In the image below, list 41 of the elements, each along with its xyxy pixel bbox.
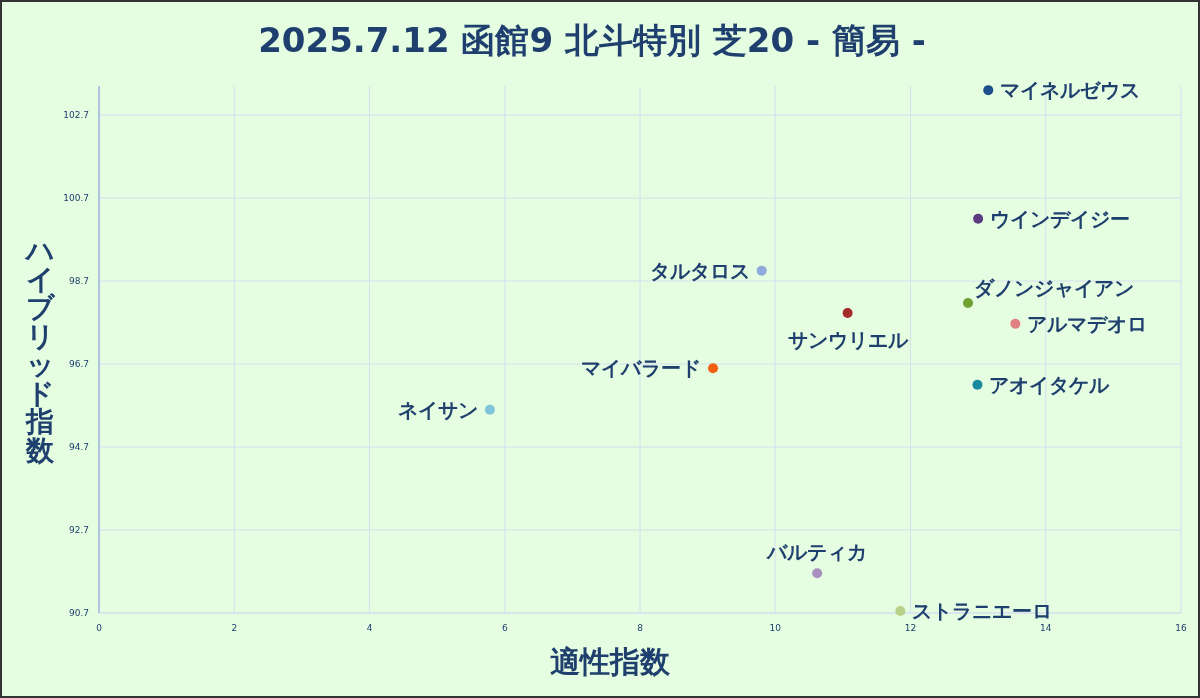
y-tick-label: 94.7 bbox=[68, 442, 89, 453]
series-label: アオイタケル bbox=[989, 372, 1111, 397]
x-tick-label: 0 bbox=[96, 623, 103, 633]
series-label: マイネルゼウス bbox=[1000, 78, 1141, 103]
series-label: サンウリエル bbox=[787, 327, 909, 352]
chart-title: 2025.7.12 函館9 北斗特別 芝20 - 簡易 - bbox=[258, 20, 926, 60]
series-label: ウインデイジー bbox=[990, 206, 1131, 231]
x-tick-label: 14 bbox=[1040, 623, 1052, 633]
x-tick-label: 4 bbox=[366, 623, 373, 633]
point bbox=[708, 363, 719, 374]
point bbox=[962, 298, 973, 309]
y-tick-label: 96.7 bbox=[68, 359, 89, 370]
series-label: ストラニエーロ bbox=[912, 598, 1053, 623]
series-label: バルティカ bbox=[766, 540, 868, 565]
point bbox=[972, 379, 983, 390]
y-tick-label: 92.7 bbox=[68, 525, 89, 536]
x-tick-label: 12 bbox=[904, 623, 917, 633]
series-label: マイバラード bbox=[581, 356, 702, 381]
point bbox=[756, 265, 767, 276]
point bbox=[842, 307, 853, 318]
x-axis-title: 適性指数 bbox=[550, 644, 671, 679]
x-tick-label: 8 bbox=[637, 623, 644, 633]
y-tick-label: 102.7 bbox=[63, 110, 89, 121]
y-axis-title: ハイブリッド指数 bbox=[23, 234, 56, 467]
point bbox=[1010, 318, 1021, 329]
point bbox=[973, 213, 984, 224]
x-tick-label: 16 bbox=[1175, 623, 1187, 633]
point bbox=[812, 568, 823, 579]
x-tick-label: 6 bbox=[501, 623, 508, 633]
series-label: ネイサン bbox=[397, 397, 478, 422]
point bbox=[484, 404, 495, 415]
x-tick-label: 2 bbox=[231, 623, 238, 633]
y-tick-label: 90.7 bbox=[68, 608, 89, 618]
series-label: アルマデオロ bbox=[1027, 311, 1148, 336]
x-tick-label: 10 bbox=[769, 623, 782, 633]
point bbox=[895, 605, 906, 616]
series-label: タルタロス bbox=[649, 258, 750, 283]
y-tick-label: 98.7 bbox=[68, 276, 89, 287]
series-label: ダノンジャイアン bbox=[973, 276, 1134, 301]
y-tick-label: 100.7 bbox=[63, 193, 89, 204]
point bbox=[983, 85, 994, 96]
